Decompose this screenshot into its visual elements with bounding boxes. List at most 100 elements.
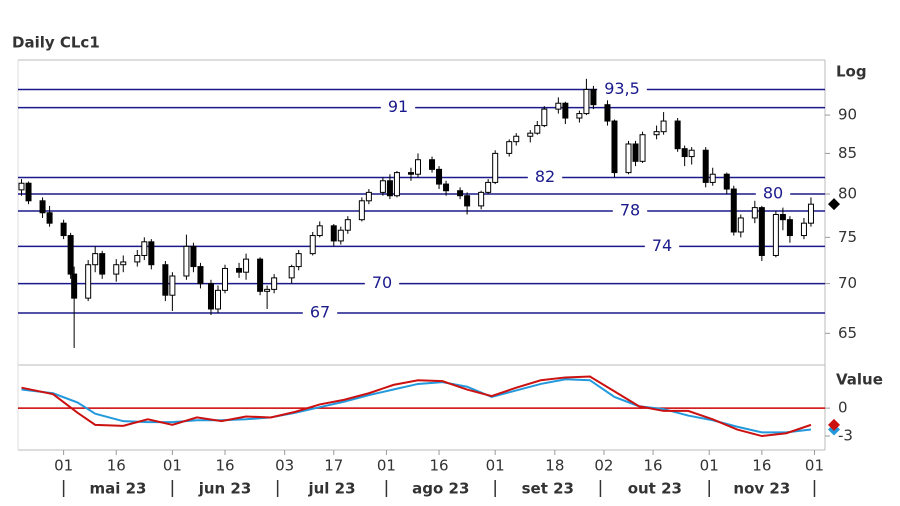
candle-body — [478, 191, 485, 207]
candle-body — [141, 241, 148, 256]
x-tick-label: 02 — [594, 457, 613, 475]
candle-body — [309, 235, 316, 255]
level-label: 93,5 — [604, 79, 640, 98]
candle-body — [674, 120, 681, 150]
candle-body — [555, 102, 562, 110]
level-label: 78 — [620, 201, 640, 220]
indicator-marker — [828, 418, 840, 431]
month-label: jul 23 — [307, 480, 355, 498]
candle-body — [541, 108, 548, 127]
candle-body — [639, 134, 646, 162]
candle-body — [134, 254, 141, 263]
candle-body — [576, 113, 583, 119]
candle-body — [379, 180, 386, 193]
x-tick-label: 01 — [805, 457, 824, 475]
level-label-bg — [755, 191, 791, 198]
candle-body — [92, 253, 99, 266]
level-label-bg — [302, 309, 338, 316]
candle-body — [506, 141, 513, 154]
candle-body — [702, 149, 709, 183]
month-label: set 23 — [522, 480, 574, 498]
month-label: ago 23 — [412, 480, 469, 498]
level-label-bg — [597, 86, 647, 93]
candle-body — [99, 253, 106, 275]
chart-title: Daily CLc1 — [12, 34, 100, 52]
x-tick-label: 16 — [107, 457, 126, 475]
candle-body — [583, 88, 590, 115]
candle-body — [604, 104, 611, 122]
candle-body — [457, 190, 464, 197]
candle-body — [443, 183, 450, 192]
indicator-line — [21, 375, 812, 438]
candle-body — [807, 203, 814, 224]
y-label: Value — [836, 371, 883, 389]
candle-body — [365, 191, 372, 202]
candle-body — [18, 182, 25, 191]
level-label: 80 — [763, 184, 783, 203]
level-label: 70 — [372, 273, 392, 292]
x-tick-label: 16 — [429, 457, 448, 475]
candle-body — [316, 225, 323, 237]
level-label: 82 — [535, 167, 555, 186]
candle-body — [264, 288, 271, 292]
candle-body — [751, 207, 758, 219]
candle-body — [660, 120, 667, 133]
candle-body — [632, 143, 639, 162]
candle-body — [611, 120, 618, 174]
candle-body — [120, 261, 127, 266]
candle-body — [271, 277, 278, 290]
month-label: jun 23 — [198, 480, 252, 498]
level-label-bg — [364, 280, 400, 287]
candle-body — [386, 180, 393, 197]
candle-body — [723, 173, 730, 190]
candle-body — [46, 212, 53, 224]
x-tick-label: 01 — [54, 457, 73, 475]
y-tick-label: 90 — [838, 106, 857, 124]
x-tick-label: 01 — [163, 457, 182, 475]
candle-body — [737, 217, 744, 233]
candle-body — [527, 132, 534, 137]
candle-body — [236, 267, 243, 273]
x-tick-label: 17 — [324, 457, 343, 475]
candle-body — [67, 235, 74, 275]
level-label-bg — [380, 104, 416, 111]
candle-body — [436, 168, 443, 185]
candle-body — [786, 219, 793, 237]
candle-body — [562, 102, 569, 119]
month-label: out 23 — [628, 480, 682, 498]
candle-body — [162, 264, 169, 296]
candle-body — [709, 173, 716, 183]
x-tick-label: 01 — [486, 457, 505, 475]
level-label-bg — [644, 243, 680, 250]
candle-body — [653, 131, 660, 136]
candle-body — [625, 143, 632, 174]
candle-body — [337, 229, 344, 242]
candle-body — [197, 266, 204, 285]
month-label: nov 23 — [733, 480, 790, 498]
candle-body — [60, 222, 67, 237]
candle-body — [407, 172, 414, 175]
level-label-bg — [527, 174, 563, 181]
x-tick-label: 03 — [275, 457, 294, 475]
last-price-marker — [828, 198, 840, 211]
y-tick-label: -3 — [838, 427, 853, 445]
indicator-line — [21, 378, 812, 434]
candle-body — [730, 188, 737, 233]
x-tick-label: 01 — [700, 457, 719, 475]
candle-body — [25, 182, 32, 202]
candle-body — [243, 258, 250, 273]
candle-body — [779, 213, 786, 221]
y-tick-label: 75 — [838, 228, 857, 246]
y-tick-label: 70 — [838, 274, 857, 292]
candle-body — [207, 283, 214, 310]
month-label: mai 23 — [89, 480, 146, 498]
y-tick-label: 85 — [838, 144, 857, 162]
candle-body — [214, 289, 221, 310]
scale-label: Log — [836, 63, 867, 81]
candle-body — [758, 207, 765, 256]
candle-body — [688, 149, 695, 158]
candle-body — [513, 135, 520, 143]
candle-body — [257, 258, 264, 292]
candle-body — [414, 159, 421, 175]
